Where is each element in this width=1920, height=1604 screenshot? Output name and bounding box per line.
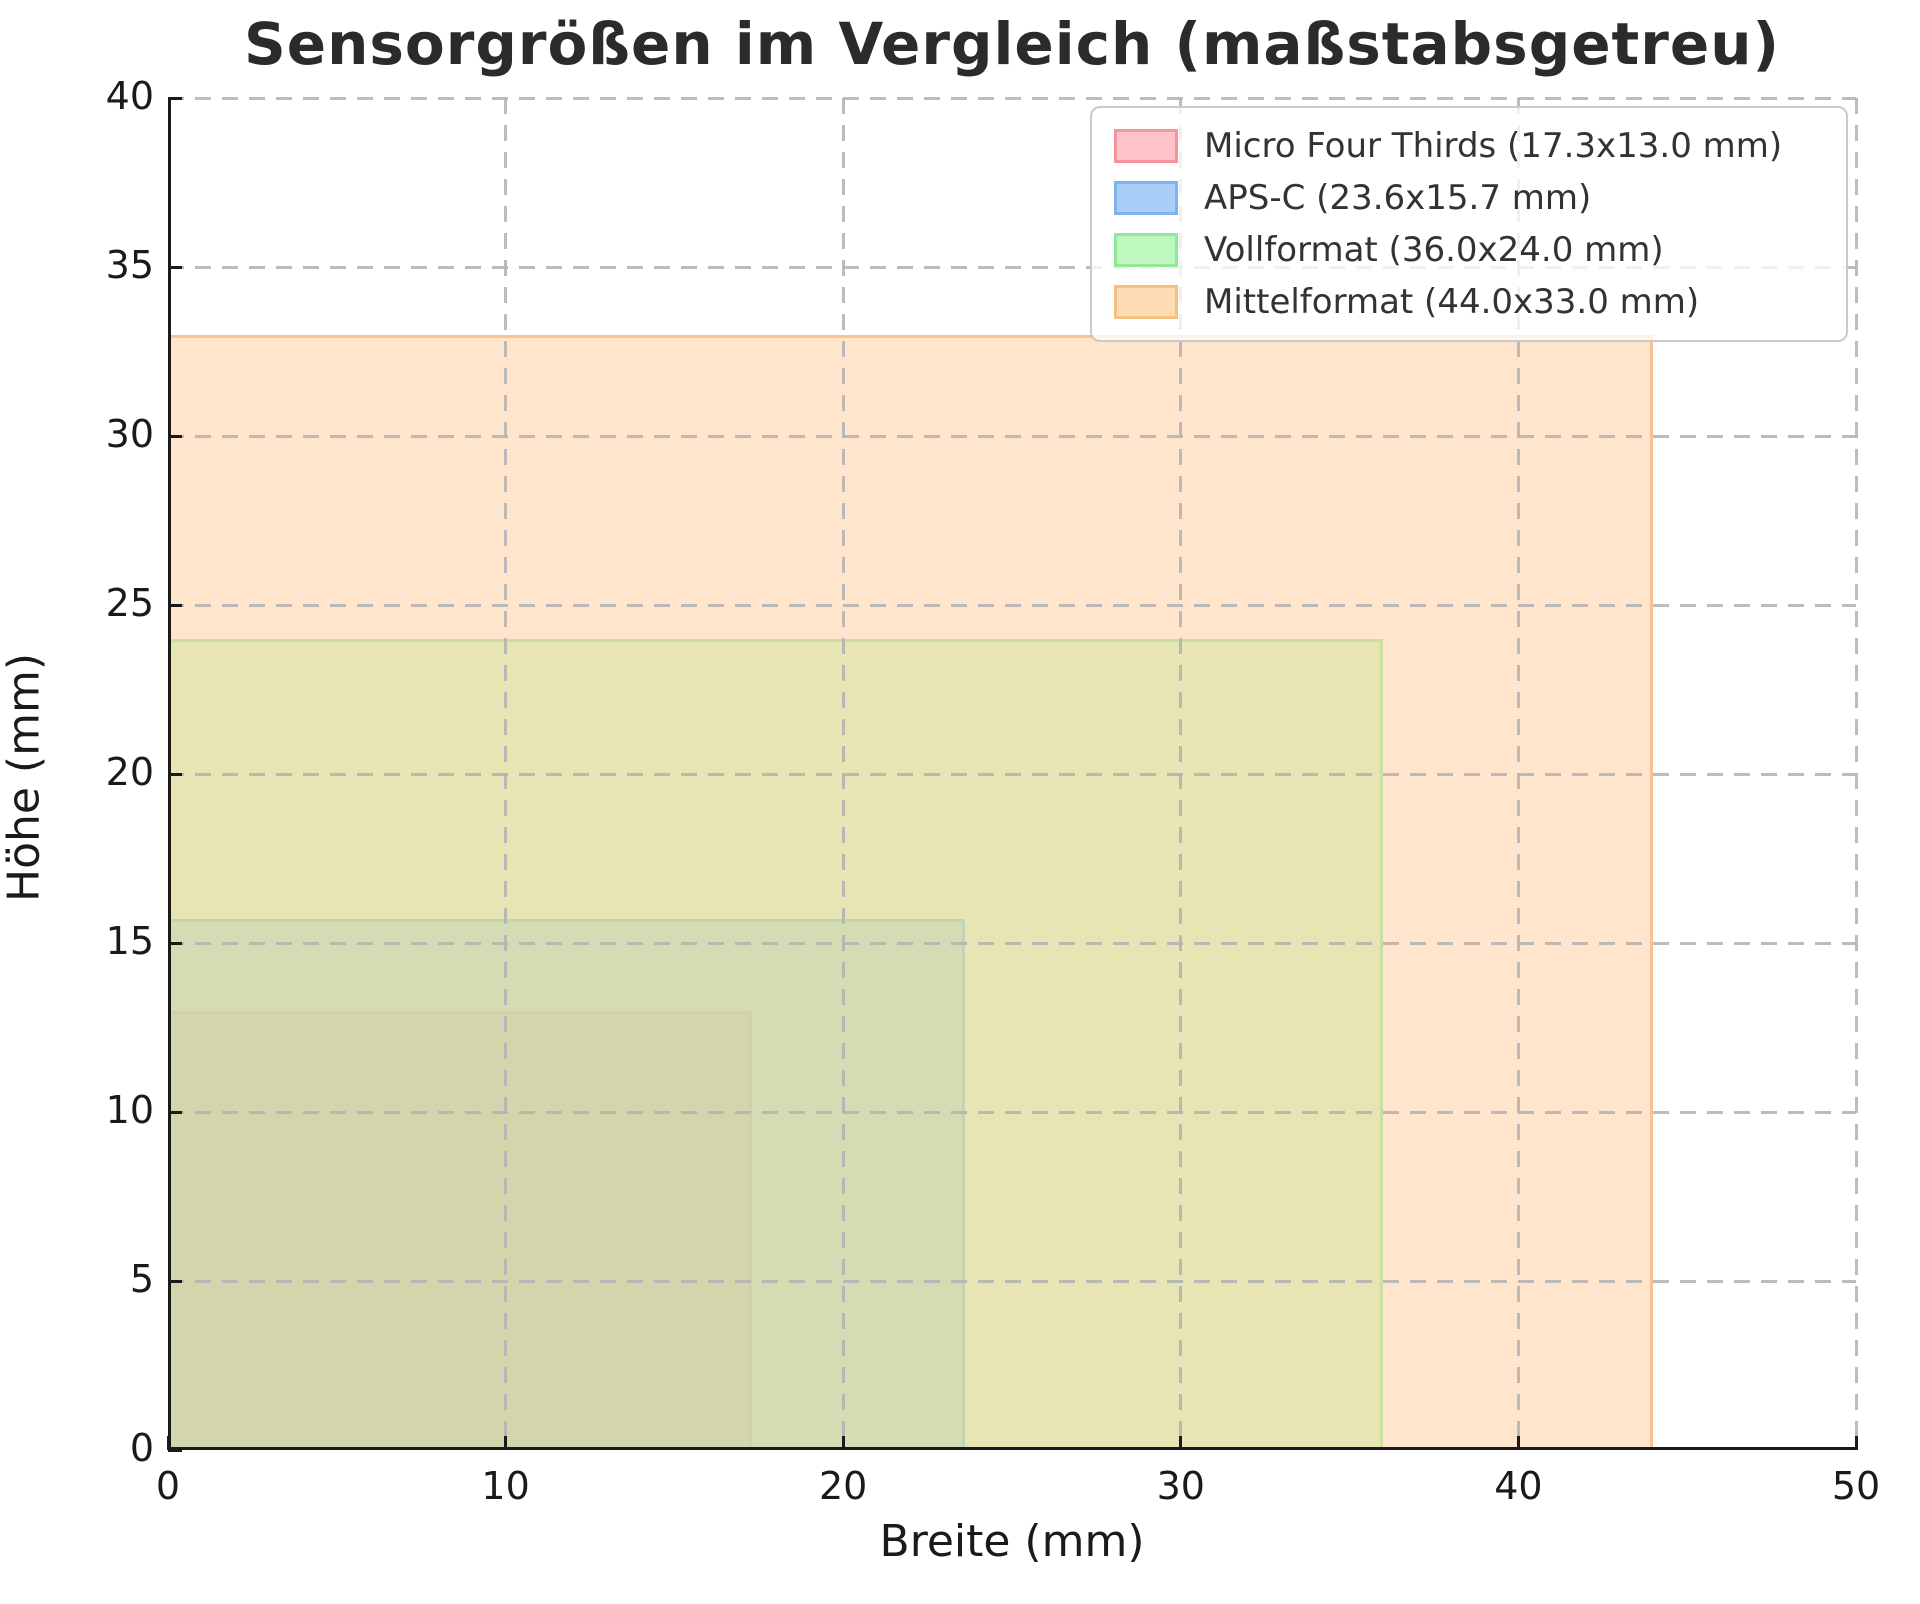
legend-label-aps-c: APS-C (23.6x15.7 mm) bbox=[1204, 178, 1592, 218]
x-tick-50 bbox=[1854, 1436, 1858, 1450]
y-tick-35 bbox=[168, 265, 182, 269]
x-tick-label-10: 10 bbox=[481, 1464, 530, 1508]
plot-area: 0 10 20 30 40 50 0 5 10 15 20 25 30 35 40 Micro Four T… bbox=[106, 74, 1881, 1508]
x-axis-label: Breite (mm) bbox=[879, 1516, 1145, 1567]
y-tick-label-20: 20 bbox=[105, 750, 154, 794]
x-tick-30 bbox=[1179, 1436, 1183, 1450]
y-tick-label-35: 35 bbox=[105, 243, 154, 287]
y-tick-label-5: 5 bbox=[129, 1257, 154, 1301]
x-tick-label-0: 0 bbox=[155, 1464, 181, 1508]
legend-swatch-micro-four-thirds bbox=[1114, 129, 1178, 163]
legend-rows: Micro Four Thirds (17.3x13.0 mm) APS-C (2… bbox=[1114, 120, 1846, 328]
y-tick-30 bbox=[168, 434, 182, 438]
y-tick-0 bbox=[168, 1448, 182, 1452]
y-tick-label-30: 30 bbox=[105, 412, 154, 456]
x-tick-label-50: 50 bbox=[1831, 1464, 1881, 1508]
gridline-y-40 bbox=[168, 96, 1856, 100]
x-tick-label-20: 20 bbox=[819, 1464, 868, 1508]
legend-item-micro-four-thirds: Micro Four Thirds (17.3x13.0 mm) bbox=[1114, 120, 1846, 172]
x-tick-40 bbox=[1516, 1436, 1520, 1450]
legend-label-vollformat: Vollformat (36.0x24.0 mm) bbox=[1204, 230, 1664, 270]
x-tick-0 bbox=[166, 1436, 170, 1450]
y-tick-label-10: 10 bbox=[105, 1088, 154, 1132]
sensor-rect-mittelformat bbox=[168, 334, 1654, 1450]
y-tick-5 bbox=[168, 1279, 182, 1283]
y-tick-label-0: 0 bbox=[129, 1426, 154, 1470]
gridline-y-30 bbox=[168, 434, 1856, 438]
legend-swatch-vollformat bbox=[1114, 233, 1178, 267]
gridline-y-10 bbox=[168, 1110, 1856, 1114]
y-axis-label: Höhe (mm) bbox=[0, 653, 50, 903]
x-tick-20 bbox=[841, 1436, 845, 1450]
legend-swatch-mittelformat bbox=[1114, 285, 1178, 319]
legend-label-micro-four-thirds: Micro Four Thirds (17.3x13.0 mm) bbox=[1204, 126, 1783, 166]
legend-item-mittelformat: Mittelformat (44.0x33.0 mm) bbox=[1114, 276, 1846, 328]
x-tick-label-30: 30 bbox=[1156, 1464, 1205, 1508]
y-tick-25 bbox=[168, 603, 182, 607]
gridline-y-35 bbox=[168, 265, 1856, 269]
legend-label-mittelformat: Mittelformat (44.0x33.0 mm) bbox=[1204, 282, 1700, 322]
y-tick-label-40: 40 bbox=[105, 74, 154, 118]
y-tick-40 bbox=[168, 96, 182, 100]
legend-box: Micro Four Thirds (17.3x13.0 mm) APS-C (2… bbox=[1090, 106, 1848, 342]
y-tick-15 bbox=[168, 941, 182, 945]
gridline-y-25 bbox=[168, 603, 1856, 607]
chart-title: Sensorgrößen im Vergleich (maßstabsgetre… bbox=[243, 10, 1781, 78]
gridline-y-20 bbox=[168, 772, 1856, 776]
x-axis-spine bbox=[168, 1447, 1856, 1450]
legend-swatch-aps-c bbox=[1114, 181, 1178, 215]
y-tick-20 bbox=[168, 772, 182, 776]
gridline-y-15 bbox=[168, 941, 1856, 945]
legend-item-vollformat: Vollformat (36.0x24.0 mm) bbox=[1114, 224, 1846, 276]
x-tick-label-40: 40 bbox=[1494, 1464, 1543, 1508]
legend-item-aps-c: APS-C (23.6x15.7 mm) bbox=[1114, 172, 1846, 224]
x-tick-10 bbox=[504, 1436, 508, 1450]
gridline-x-50 bbox=[1854, 98, 1858, 1450]
y-tick-label-15: 15 bbox=[105, 919, 154, 963]
gridline-y-5 bbox=[168, 1279, 1856, 1283]
y-tick-10 bbox=[168, 1110, 182, 1114]
y-tick-label-25: 25 bbox=[105, 581, 154, 625]
